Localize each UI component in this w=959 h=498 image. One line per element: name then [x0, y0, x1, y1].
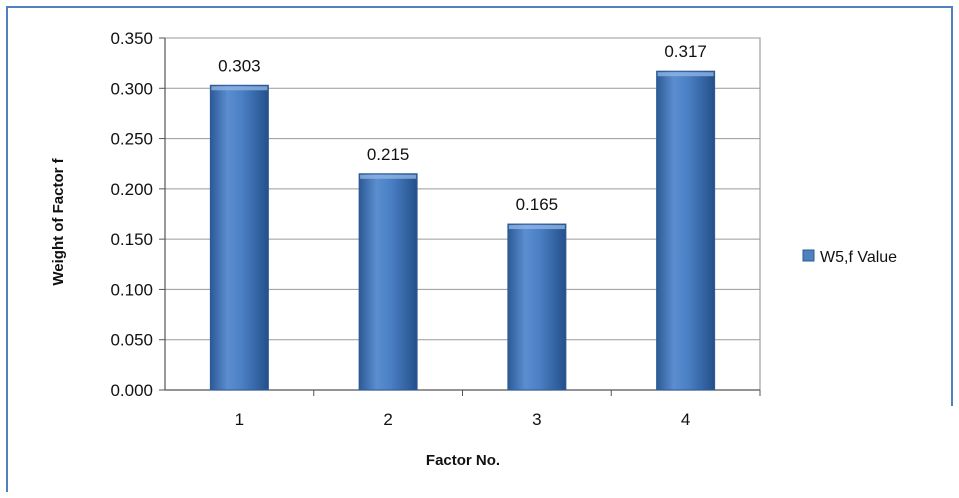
y-tick-label: 0.050 — [110, 331, 153, 350]
x-tick-label: 4 — [681, 410, 690, 429]
bar-4 — [656, 70, 716, 391]
y-tick-label: 0.200 — [110, 180, 153, 199]
data-label: 0.165 — [516, 195, 559, 214]
data-label: 0.303 — [218, 56, 261, 75]
y-tick-label: 0.100 — [110, 280, 153, 299]
y-tick-label: 0.000 — [110, 381, 153, 400]
bar-highlight — [360, 174, 417, 179]
bar-highlight — [211, 86, 268, 91]
bar-2 — [358, 173, 418, 391]
bar-1 — [209, 84, 269, 391]
y-axis-title: Weight of Factor f — [50, 157, 67, 285]
y-tick-label: 0.250 — [110, 130, 153, 149]
legend-swatch — [802, 249, 815, 262]
x-tick-label: 3 — [532, 410, 541, 429]
x-axis-title: Factor No. — [426, 452, 500, 469]
y-tick-label: 0.150 — [110, 230, 153, 249]
y-tick-label: 0.350 — [110, 29, 153, 48]
data-label: 0.317 — [664, 42, 707, 61]
legend-label: W5,f Value — [820, 249, 897, 266]
x-tick-label: 1 — [235, 410, 244, 429]
legend: W5,f Value — [802, 249, 897, 266]
y-tick-label: 0.300 — [110, 79, 153, 98]
data-label: 0.215 — [367, 145, 410, 164]
frame-edge — [6, 400, 8, 492]
bar-3 — [507, 223, 567, 391]
bar-highlight — [508, 225, 565, 230]
bar-highlight — [657, 72, 714, 77]
chart-frame — [6, 6, 953, 406]
x-tick-label: 2 — [383, 410, 392, 429]
